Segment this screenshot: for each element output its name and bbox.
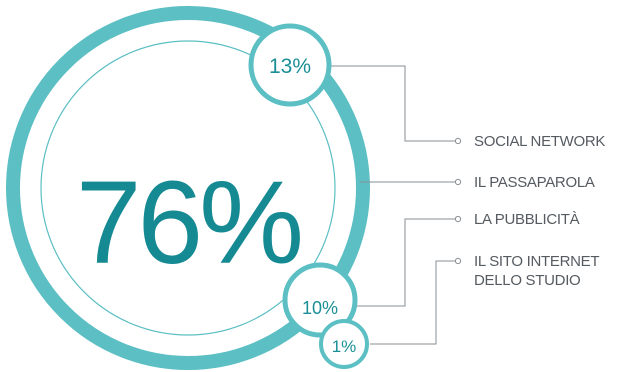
bubble-13-label: 13% (269, 55, 311, 78)
connector-pubblicita (355, 218, 455, 307)
legend-pubblicita: LA PUBBLICITÀ (474, 211, 580, 228)
bubble-10-label: 10% (302, 298, 338, 318)
bubble-1: 1% (319, 319, 369, 369)
inner-thin-ring (40, 40, 336, 336)
bubble-10-circle (282, 262, 358, 338)
connector-social (330, 65, 455, 142)
legend-passaparola: IL PASSAPAROLA (474, 174, 595, 191)
connector-dots (454, 137, 462, 265)
main-percentage: 76% (76, 157, 300, 289)
legend-sito-line2: DELLO STUDIO (474, 272, 580, 289)
connector-lines (330, 65, 455, 345)
dot-passaparola (454, 178, 462, 186)
main-ring (6, 6, 370, 370)
dot-pubblicita (454, 215, 462, 223)
legend-sito-line1: IL SITO INTERNET (474, 253, 599, 270)
bubble-13: 13% (248, 23, 332, 107)
bubble-1-circle (319, 319, 369, 369)
dot-social (454, 137, 462, 145)
bubble-10: 10% (282, 262, 358, 338)
dot-sito (454, 257, 462, 265)
connector-sito (370, 260, 455, 345)
bubble-1-label: 1% (332, 337, 357, 356)
bubble-13-circle (248, 23, 332, 107)
legend-social-network: SOCIAL NETWORK (474, 133, 605, 150)
